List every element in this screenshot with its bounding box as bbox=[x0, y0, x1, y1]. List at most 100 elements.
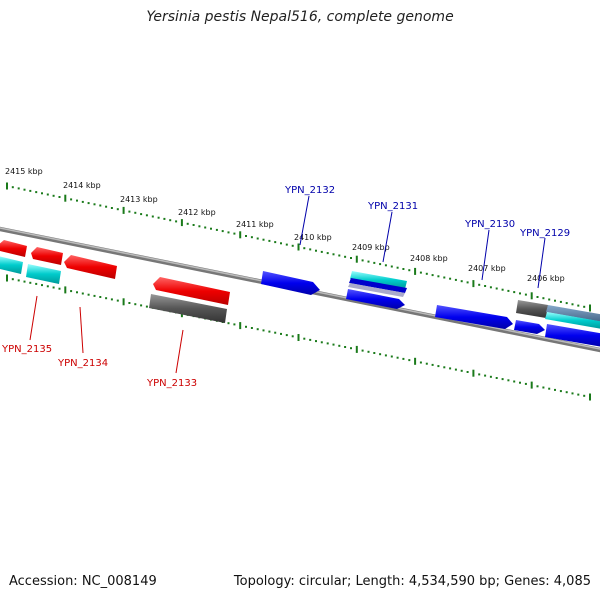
outer-scale-minor-tick bbox=[332, 253, 335, 256]
label-ypn-2133[interactable]: YPN_2133 bbox=[146, 378, 197, 389]
label-ypn-2134[interactable]: YPN_2134 bbox=[57, 358, 108, 369]
outer-scale-minor-tick bbox=[151, 215, 154, 218]
gene-ypn-2129-cyan[interactable] bbox=[545, 312, 600, 329]
inner-scale-minor-tick bbox=[554, 388, 556, 391]
inner-scale-minor-tick bbox=[507, 379, 510, 382]
label-ypn-2129[interactable]: YPN_2129 bbox=[519, 228, 570, 239]
inner-scale-minor-tick bbox=[17, 279, 20, 282]
outer-scale-minor-tick bbox=[437, 275, 440, 278]
inner-scale-minor-tick bbox=[454, 368, 457, 371]
inner-scale-major-tick bbox=[239, 322, 242, 330]
inner-scale-minor-tick bbox=[390, 355, 393, 358]
inner-scale-minor-tick bbox=[70, 290, 73, 293]
feature-cyan-2[interactable] bbox=[26, 264, 61, 284]
inner-scale-minor-tick bbox=[35, 282, 38, 285]
outer-scale-minor-tick bbox=[245, 235, 247, 237]
scale-label-2408: 2408 kbp bbox=[410, 254, 448, 263]
inner-scale-ticks bbox=[6, 274, 591, 401]
outer-scale-major-tick bbox=[6, 182, 8, 190]
inner-scale-minor-tick bbox=[460, 369, 463, 372]
label-ypn-2131[interactable]: YPN_2131 bbox=[367, 201, 418, 212]
label-ypn-2135[interactable]: YPN_2135 bbox=[1, 344, 52, 355]
outer-scale-minor-tick bbox=[583, 305, 586, 308]
gene-ypn-2127-arrow[interactable] bbox=[545, 324, 600, 347]
inner-scale-major-tick bbox=[122, 298, 125, 306]
inner-scale-minor-tick bbox=[495, 377, 498, 379]
inner-scale-minor-tick bbox=[140, 304, 143, 307]
scale-label-2415: 2415 kbp bbox=[5, 167, 43, 176]
gene-ypn-2131-cyan[interactable] bbox=[350, 271, 407, 289]
outer-scale-minor-tick bbox=[35, 191, 38, 194]
label-ypn-2130[interactable]: YPN_2130 bbox=[464, 219, 515, 230]
outer-scale-major-tick bbox=[589, 304, 591, 312]
gene-ypn-2136-arrow[interactable] bbox=[0, 240, 27, 257]
inner-scale-minor-tick bbox=[425, 362, 428, 365]
gene-ypn-2132-arrow[interactable] bbox=[261, 271, 320, 295]
gene-ypn-2131b-arrow[interactable] bbox=[346, 289, 405, 309]
leader-ypn-2131 bbox=[382, 211, 393, 263]
inner-scale-major-tick bbox=[414, 357, 417, 365]
inner-scale-minor-tick bbox=[466, 371, 469, 373]
inner-scale-minor-tick bbox=[367, 350, 370, 353]
inner-scale-minor-tick bbox=[23, 280, 26, 283]
label-ypn-2132[interactable]: YPN_2132 bbox=[284, 185, 335, 196]
outer-scale-minor-tick bbox=[443, 276, 446, 279]
inner-scale-minor-tick bbox=[548, 387, 551, 390]
gene-ypn-2133-arrow[interactable] bbox=[153, 277, 230, 305]
gene-ypn-2130-arrow[interactable] bbox=[435, 305, 513, 329]
gene-ypn-2129-steel[interactable] bbox=[546, 305, 600, 322]
outer-scale-minor-tick bbox=[501, 288, 504, 291]
inner-scale-minor-tick bbox=[326, 342, 329, 345]
forward-strand-genes bbox=[261, 271, 600, 347]
outer-scale-minor-tick bbox=[93, 203, 96, 206]
scale-label-2414: 2414 kbp bbox=[63, 181, 101, 190]
scale-label-2410: 2410 kbp bbox=[294, 233, 332, 242]
gene-ypn-2134-arrow[interactable] bbox=[64, 255, 117, 279]
outer-scale-minor-tick bbox=[274, 241, 277, 244]
inner-scale-minor-tick bbox=[379, 353, 382, 356]
outer-scale-minor-tick bbox=[105, 205, 108, 208]
inner-scale-minor-tick bbox=[11, 278, 14, 281]
gene-ypn-2135-arrow[interactable] bbox=[31, 247, 63, 265]
outer-scale-minor-tick bbox=[23, 188, 26, 191]
outer-scale-minor-tick bbox=[110, 207, 113, 209]
outer-scale-minor-tick bbox=[163, 217, 166, 220]
feature-cyan-1[interactable] bbox=[0, 256, 23, 274]
inner-scale-minor-tick bbox=[52, 286, 55, 289]
outer-scale-minor-tick bbox=[268, 239, 271, 242]
inner-scale-minor-tick bbox=[262, 329, 265, 332]
inner-scale-minor-tick bbox=[134, 303, 137, 306]
outer-scale-major-tick bbox=[239, 231, 242, 239]
inner-scale-minor-tick bbox=[233, 323, 236, 326]
outer-scale-minor-tick bbox=[87, 202, 90, 205]
outer-scale-minor-tick bbox=[175, 220, 178, 223]
gene-ypn-2128-arrow[interactable] bbox=[514, 320, 545, 334]
outer-scale-minor-tick bbox=[565, 302, 568, 305]
scale-label-2411: 2411 kbp bbox=[236, 220, 274, 229]
outer-scale-minor-tick bbox=[326, 252, 329, 255]
outer-scale-minor-tick bbox=[338, 254, 341, 257]
outer-scale-minor-tick bbox=[379, 263, 382, 266]
outer-scale-minor-tick bbox=[367, 260, 370, 263]
outer-scale-minor-tick bbox=[140, 213, 143, 216]
inner-scale-minor-tick bbox=[344, 346, 347, 348]
outer-scale-minor-tick bbox=[46, 193, 49, 196]
gene-ypn-2131-gray[interactable] bbox=[348, 283, 405, 297]
inner-scale-major-tick bbox=[530, 381, 533, 389]
inner-scale-minor-tick bbox=[384, 354, 387, 357]
outer-scale-minor-tick bbox=[256, 237, 259, 240]
inner-scale-minor-tick bbox=[332, 343, 335, 346]
feature-gray-ypn-2133[interactable] bbox=[149, 294, 227, 323]
gene-ypn-2131-arrow[interactable] bbox=[349, 278, 407, 293]
outer-scale-minor-tick bbox=[478, 283, 481, 286]
gene-ypn-2129-gray[interactable] bbox=[516, 300, 548, 318]
outer-scale-minor-tick bbox=[571, 303, 574, 306]
outer-scale-minor-tick bbox=[17, 187, 20, 190]
outer-scale-minor-tick bbox=[577, 304, 580, 307]
outer-scale-minor-tick bbox=[373, 261, 376, 264]
inner-scale-minor-tick bbox=[577, 393, 580, 396]
outer-scale-major-tick bbox=[530, 292, 533, 300]
outer-scale-minor-tick bbox=[309, 248, 312, 251]
outer-scale-minor-tick bbox=[542, 297, 545, 300]
outer-scale-minor-tick bbox=[186, 222, 189, 225]
